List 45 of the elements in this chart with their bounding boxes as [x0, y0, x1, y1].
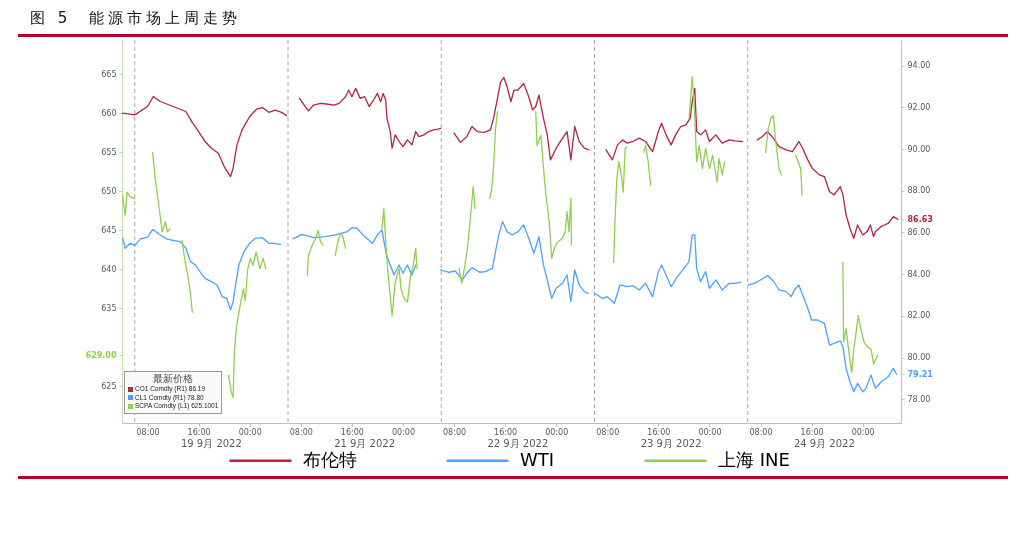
x-tick-label: 00:00 [238, 427, 262, 437]
y-tick-label: 635 [101, 303, 117, 313]
y-tick-label: 625 [101, 381, 117, 391]
x-tick-label: 16:00 [494, 427, 518, 437]
annotation: 最新价格 [152, 373, 195, 385]
y2-tick-label: 92.00 [907, 102, 931, 112]
y2-tick-label: 82.00 [907, 311, 931, 321]
x-tick-label: 00:00 [698, 427, 722, 437]
y2-tick-label: 78.00 [907, 394, 931, 404]
x-tick-label: 00:00 [391, 427, 415, 437]
legend-label: 布伦特 [303, 448, 357, 470]
y-tick-label: 650 [101, 186, 117, 196]
x-tick-label: 08:00 [443, 427, 467, 437]
y-tick-label: 655 [101, 147, 117, 157]
x-tick-label: 08:00 [289, 427, 313, 437]
chart-title: 图 5 能源市场上周走势 [30, 8, 241, 28]
x-tick-label: 16:00 [800, 427, 824, 437]
x-tick-label: 16:00 [187, 427, 211, 437]
legend-label: WTI [520, 448, 555, 470]
y2-tick-label: 79.21 [907, 369, 934, 379]
y-tick-label: 660 [101, 108, 117, 118]
y2-tick-label: 84.00 [907, 269, 931, 279]
x-tick-label: 16:00 [340, 427, 364, 437]
text: 19 9月 2022 [180, 438, 242, 450]
x-tick-label: 08:00 [596, 427, 620, 437]
x-tick-label: 00:00 [851, 427, 875, 437]
y2-tick-label: 86.00 [907, 227, 931, 237]
y2-tick-label: 86.63 [907, 214, 933, 224]
x-tick-label: 16:00 [647, 427, 671, 437]
y2-tick-label: 80.00 [907, 353, 931, 363]
y2-tick-label: 88.00 [907, 186, 931, 196]
y2-tick-label: 90.00 [907, 144, 931, 154]
text: 21 9月 2022 [334, 438, 396, 450]
y-tick-label: 645 [101, 225, 117, 235]
y-tick-label: 665 [101, 69, 117, 79]
y2-tick-label: 94.00 [907, 61, 931, 71]
y-tick-label: 629.00 [85, 350, 117, 360]
y-tick-label: 640 [101, 264, 117, 274]
x-tick-label: 08:00 [749, 427, 773, 437]
text: 23 9月 2022 [640, 438, 702, 450]
x-tick-label: 00:00 [545, 427, 569, 437]
legend-label: 上海 INE [718, 448, 790, 470]
x-tick-label: 08:00 [136, 427, 160, 437]
text: 22 9月 2022 [487, 438, 549, 450]
text: 24 9月 2022 [793, 438, 855, 450]
